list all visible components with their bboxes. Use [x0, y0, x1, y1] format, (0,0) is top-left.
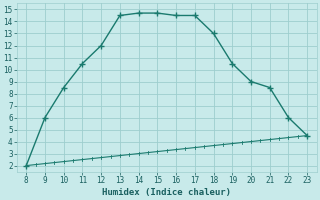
X-axis label: Humidex (Indice chaleur): Humidex (Indice chaleur)	[102, 188, 231, 197]
